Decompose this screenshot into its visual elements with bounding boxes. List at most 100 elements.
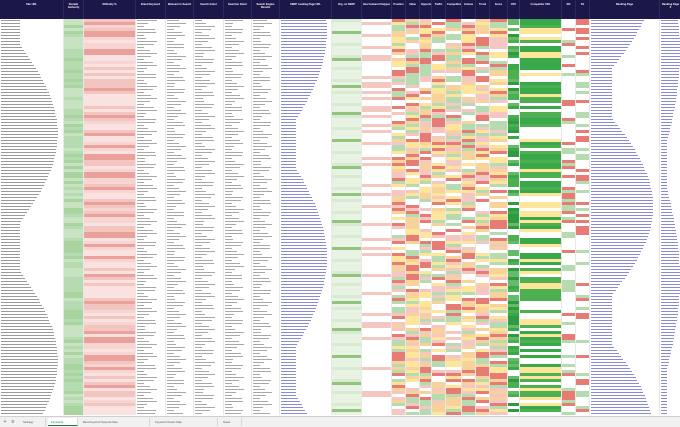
- table-cell[interactable]: [64, 73, 84, 76]
- table-cell[interactable]: [446, 40, 462, 43]
- table-cell[interactable]: [490, 43, 508, 46]
- table-cell[interactable]: [462, 40, 476, 43]
- table-cell[interactable]: [224, 55, 252, 58]
- column-header[interactable]: Opportunity: [420, 0, 432, 19]
- table-cell[interactable]: [332, 34, 362, 37]
- table-cell[interactable]: [508, 55, 520, 58]
- table-cell[interactable]: [520, 25, 562, 28]
- table-cell[interactable]: [420, 49, 432, 52]
- table-cell[interactable]: [420, 28, 432, 31]
- table-cell[interactable]: [252, 67, 280, 70]
- table-cell[interactable]: [136, 31, 166, 34]
- table-cell[interactable]: [362, 19, 392, 22]
- table-cell[interactable]: [462, 76, 476, 79]
- table-cell[interactable]: [590, 22, 660, 25]
- table-cell[interactable]: [432, 28, 446, 31]
- table-cell[interactable]: [224, 46, 252, 49]
- table-cell[interactable]: [432, 82, 446, 85]
- table-cell[interactable]: [392, 19, 406, 22]
- table-cell[interactable]: [166, 58, 194, 61]
- table-cell[interactable]: [520, 19, 562, 22]
- table-cell[interactable]: [392, 82, 406, 85]
- table-row[interactable]: [0, 52, 680, 55]
- table-cell[interactable]: [252, 22, 280, 25]
- table-cell[interactable]: [392, 34, 406, 37]
- table-cell[interactable]: [462, 34, 476, 37]
- table-cell[interactable]: [332, 55, 362, 58]
- table-cell[interactable]: [252, 73, 280, 76]
- table-cell[interactable]: [362, 79, 392, 82]
- table-cell[interactable]: [280, 52, 332, 55]
- table-cell[interactable]: [136, 19, 166, 22]
- table-cell[interactable]: [446, 61, 462, 64]
- column-header[interactable]: Volume: [462, 0, 476, 19]
- column-header[interactable]: Competitor URL: [520, 0, 562, 19]
- table-cell[interactable]: [406, 52, 420, 55]
- table-cell[interactable]: [476, 52, 490, 55]
- table-cell[interactable]: [280, 85, 332, 88]
- table-cell[interactable]: [84, 412, 136, 415]
- table-cell[interactable]: [520, 64, 562, 67]
- table-cell[interactable]: [660, 64, 680, 67]
- table-cell[interactable]: [84, 28, 136, 31]
- table-cell[interactable]: [576, 19, 590, 22]
- table-cell[interactable]: [476, 43, 490, 46]
- table-cell[interactable]: [84, 82, 136, 85]
- table-cell[interactable]: [332, 412, 362, 415]
- table-cell[interactable]: [660, 22, 680, 25]
- table-cell[interactable]: [432, 25, 446, 28]
- table-cell[interactable]: [476, 85, 490, 88]
- spreadsheet[interactable]: Site URL Domain Authority Difficulty % Bran…: [0, 0, 680, 416]
- table-cell[interactable]: [420, 22, 432, 25]
- table-cell[interactable]: [362, 58, 392, 61]
- table-cell[interactable]: [252, 55, 280, 58]
- table-cell[interactable]: [392, 85, 406, 88]
- table-row[interactable]: [0, 73, 680, 76]
- table-cell[interactable]: [224, 82, 252, 85]
- table-cell[interactable]: [64, 61, 84, 64]
- table-cell[interactable]: [64, 28, 84, 31]
- add-sheet-icon[interactable]: +: [3, 419, 7, 425]
- table-cell[interactable]: [590, 37, 660, 40]
- table-cell[interactable]: [136, 52, 166, 55]
- table-cell[interactable]: [562, 61, 576, 64]
- table-cell[interactable]: [520, 37, 562, 40]
- table-cell[interactable]: [420, 85, 432, 88]
- table-cell[interactable]: [64, 64, 84, 67]
- table-cell[interactable]: [224, 25, 252, 28]
- table-cell[interactable]: [84, 37, 136, 40]
- table-cell[interactable]: [64, 25, 84, 28]
- table-cell[interactable]: [392, 52, 406, 55]
- table-cell[interactable]: [520, 40, 562, 43]
- table-cell[interactable]: [252, 58, 280, 61]
- table-cell[interactable]: [332, 61, 362, 64]
- table-cell[interactable]: [476, 82, 490, 85]
- table-cell[interactable]: [660, 61, 680, 64]
- table-cell[interactable]: [224, 19, 252, 22]
- table-cell[interactable]: [362, 28, 392, 31]
- table-cell[interactable]: [576, 70, 590, 73]
- table-cell[interactable]: [406, 43, 420, 46]
- table-cell[interactable]: [420, 34, 432, 37]
- table-cell[interactable]: [562, 43, 576, 46]
- column-header[interactable]: Value: [406, 0, 420, 19]
- table-cell[interactable]: [432, 46, 446, 49]
- column-header[interactable]: Ranking Page: [590, 0, 660, 19]
- table-cell[interactable]: [508, 85, 520, 88]
- table-cell[interactable]: [194, 19, 224, 22]
- table-cell[interactable]: [84, 52, 136, 55]
- table-cell[interactable]: [332, 31, 362, 34]
- table-cell[interactable]: [84, 40, 136, 43]
- table-row[interactable]: [0, 67, 680, 70]
- table-cell[interactable]: [462, 70, 476, 73]
- table-cell[interactable]: [224, 67, 252, 70]
- table-cell[interactable]: [446, 34, 462, 37]
- table-cell[interactable]: [476, 64, 490, 67]
- table-cell[interactable]: [590, 31, 660, 34]
- table-row[interactable]: [0, 28, 680, 31]
- table-cell[interactable]: [280, 58, 332, 61]
- table-cell[interactable]: [562, 58, 576, 61]
- table-cell[interactable]: [446, 70, 462, 73]
- table-cell[interactable]: [476, 19, 490, 22]
- table-cell[interactable]: [562, 22, 576, 25]
